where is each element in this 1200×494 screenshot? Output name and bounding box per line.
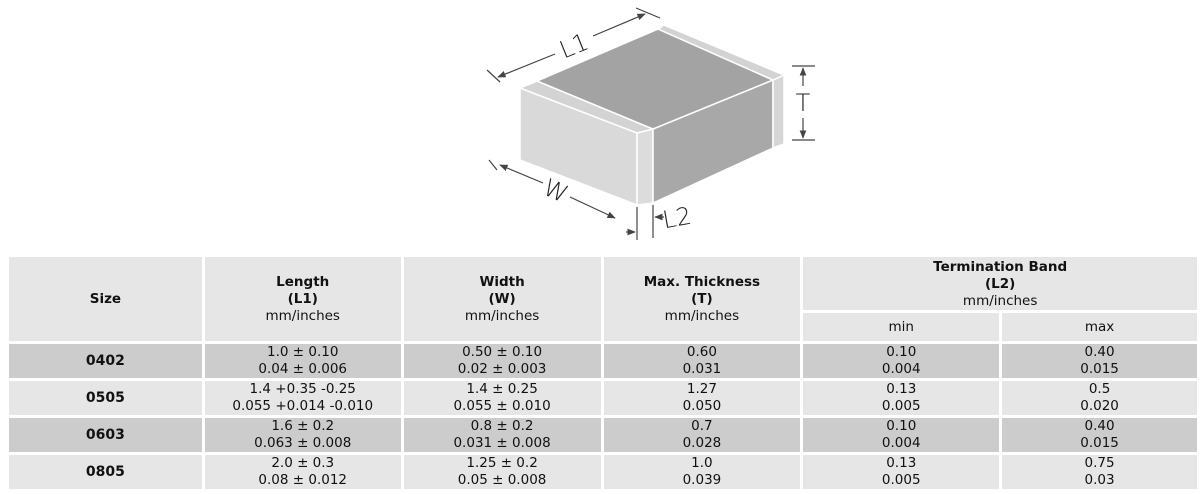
dimension-lines <box>486 7 815 240</box>
cell-thick: 0.60 0.031 <box>603 344 801 378</box>
value-mm: 1.25 ± 0.2 <box>466 455 538 471</box>
top-termination-right <box>656 24 786 81</box>
back-termination <box>772 73 785 150</box>
cell-length: 2.0 ± 0.3 0.08 ± 0.012 <box>204 455 401 489</box>
value-inches: 0.050 <box>682 398 722 414</box>
value-inches: 0.08 ± 0.012 <box>258 472 348 488</box>
value-inches: 0.039 <box>682 472 722 488</box>
value-inches: 0.005 <box>881 398 921 414</box>
value-mm: 0.5 <box>1088 381 1111 397</box>
cell-min: 0.10 0.004 <box>803 418 1000 452</box>
value-inches: 0.063 ± 0.008 <box>254 435 352 451</box>
cell-length: 1.4 +0.35 -0.25 0.055 +0.014 -0.010 <box>204 381 401 415</box>
value-inches: 0.005 <box>881 472 921 488</box>
cell-size: 0505 <box>9 381 202 415</box>
cell-width: 0.50 ± 0.10 0.02 ± 0.003 <box>403 344 601 378</box>
value-mm: 0.10 <box>886 344 917 360</box>
chip-capacitor-diagram: L1 T W L2 <box>486 7 815 240</box>
value-inches: 0.05 ± 0.008 <box>457 472 547 488</box>
value-mm: 0.40 <box>1084 344 1115 360</box>
cell-size: 0402 <box>9 344 202 378</box>
cell-max: 0.40 0.015 <box>1002 344 1197 378</box>
value-inches: 0.04 ± 0.006 <box>258 361 348 377</box>
cell-length: 1.6 ± 0.2 0.063 ± 0.008 <box>204 418 401 452</box>
value-mm: 1.0 ± 0.10 <box>267 344 339 360</box>
value-mm: 0.50 ± 0.10 <box>462 344 543 360</box>
header-thickness: Max. Thickness (T) mm/inches <box>603 257 801 341</box>
value-mm: 2.0 ± 0.3 <box>271 455 335 471</box>
header-min: min <box>803 313 1000 341</box>
cell-max: 0.40 0.015 <box>1002 418 1197 452</box>
value-mm: 0.8 ± 0.2 <box>470 418 534 434</box>
value-mm: 0.10 <box>886 418 917 434</box>
cell-max: 0.75 0.03 <box>1002 455 1197 489</box>
header-termination: Termination Band (L2) mm/inches <box>803 257 1197 310</box>
value-mm: 0.40 <box>1084 418 1115 434</box>
table-row: 0505 1.4 +0.35 -0.25 0.055 +0.014 -0.010 1.… <box>9 381 1197 415</box>
cell-width: 1.25 ± 0.2 0.05 ± 0.008 <box>403 455 601 489</box>
cell-thick: 0.7 0.028 <box>603 418 801 452</box>
header-width: Width (W) mm/inches <box>403 257 601 341</box>
value-inches: 0.020 <box>1080 398 1119 414</box>
header-size: Size <box>9 257 202 341</box>
cell-max: 0.5 0.020 <box>1002 381 1197 415</box>
value-mm: 1.27 <box>686 381 717 397</box>
value-inches: 0.055 ± 0.010 <box>453 398 551 414</box>
cell-length: 1.0 ± 0.10 0.04 ± 0.006 <box>204 344 401 378</box>
label-t: T <box>796 89 811 117</box>
dimensions-table: Size Length (L1) mm/inches Width (W) mm/inch… <box>6 254 1200 492</box>
cell-width: 1.4 ± 0.25 0.055 ± 0.010 <box>403 381 601 415</box>
value-mm: 1.4 ± 0.25 <box>466 381 538 397</box>
value-mm: 1.0 <box>691 455 713 471</box>
value-inches: 0.031 <box>682 361 722 377</box>
value-mm: 1.6 ± 0.2 <box>271 418 335 434</box>
table-row: 0603 1.6 ± 0.2 0.063 ± 0.008 0.8 ± 0.2 0.031… <box>9 418 1197 452</box>
cell-thick: 1.0 0.039 <box>603 455 801 489</box>
cell-width: 0.8 ± 0.2 0.031 ± 0.008 <box>403 418 601 452</box>
value-mm: 0.75 <box>1084 455 1115 471</box>
value-mm: 1.4 +0.35 -0.25 <box>249 381 356 397</box>
table-row: 0402 1.0 ± 0.10 0.04 ± 0.006 0.50 ± 0.10 0.0… <box>9 344 1197 378</box>
value-inches: 0.015 <box>1080 435 1119 451</box>
table-row: 0805 2.0 ± 0.3 0.08 ± 0.012 1.25 ± 0.2 0.05 … <box>9 455 1197 489</box>
chip-body <box>517 24 786 207</box>
value-inches: 0.03 <box>1084 472 1115 488</box>
header-max: max <box>1002 313 1197 341</box>
cell-min: 0.10 0.004 <box>803 344 1000 378</box>
value-mm: 0.60 <box>686 344 717 360</box>
label-l2: L2 <box>660 202 693 235</box>
header-length: Length (L1) mm/inches <box>204 257 401 341</box>
value-inches: 0.02 ± 0.003 <box>457 361 547 377</box>
value-mm: 0.13 <box>886 381 917 397</box>
value-inches: 0.004 <box>881 361 921 377</box>
value-mm: 0.13 <box>886 455 917 471</box>
cell-size: 0805 <box>9 455 202 489</box>
value-inches: 0.015 <box>1080 361 1119 377</box>
cell-thick: 1.27 0.050 <box>603 381 801 415</box>
value-inches: 0.004 <box>881 435 921 451</box>
cell-size: 0603 <box>9 418 202 452</box>
value-inches: 0.028 <box>682 435 722 451</box>
front-termination <box>636 128 654 206</box>
value-mm: 0.7 <box>691 418 713 434</box>
value-inches: 0.031 ± 0.008 <box>453 435 551 451</box>
cell-min: 0.13 0.005 <box>803 381 1000 415</box>
value-inches: 0.055 +0.014 -0.010 <box>232 398 374 414</box>
cell-min: 0.13 0.005 <box>803 455 1000 489</box>
